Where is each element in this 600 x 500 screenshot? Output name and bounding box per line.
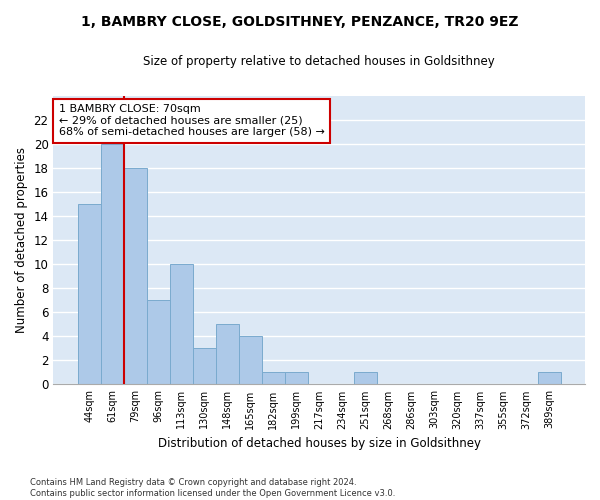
Bar xyxy=(538,372,561,384)
Bar xyxy=(146,300,170,384)
Bar xyxy=(262,372,284,384)
Y-axis label: Number of detached properties: Number of detached properties xyxy=(15,147,28,333)
Bar xyxy=(124,168,146,384)
X-axis label: Distribution of detached houses by size in Goldsithney: Distribution of detached houses by size … xyxy=(158,437,481,450)
Bar xyxy=(354,372,377,384)
Bar xyxy=(284,372,308,384)
Bar xyxy=(77,204,101,384)
Text: Contains HM Land Registry data © Crown copyright and database right 2024.
Contai: Contains HM Land Registry data © Crown c… xyxy=(30,478,395,498)
Bar xyxy=(239,336,262,384)
Bar xyxy=(101,144,124,384)
Bar xyxy=(215,324,239,384)
Bar xyxy=(193,348,215,384)
Text: 1, BAMBRY CLOSE, GOLDSITHNEY, PENZANCE, TR20 9EZ: 1, BAMBRY CLOSE, GOLDSITHNEY, PENZANCE, … xyxy=(81,15,519,29)
Bar xyxy=(170,264,193,384)
Text: 1 BAMBRY CLOSE: 70sqm
← 29% of detached houses are smaller (25)
68% of semi-deta: 1 BAMBRY CLOSE: 70sqm ← 29% of detached … xyxy=(59,104,325,138)
Title: Size of property relative to detached houses in Goldsithney: Size of property relative to detached ho… xyxy=(143,55,495,68)
